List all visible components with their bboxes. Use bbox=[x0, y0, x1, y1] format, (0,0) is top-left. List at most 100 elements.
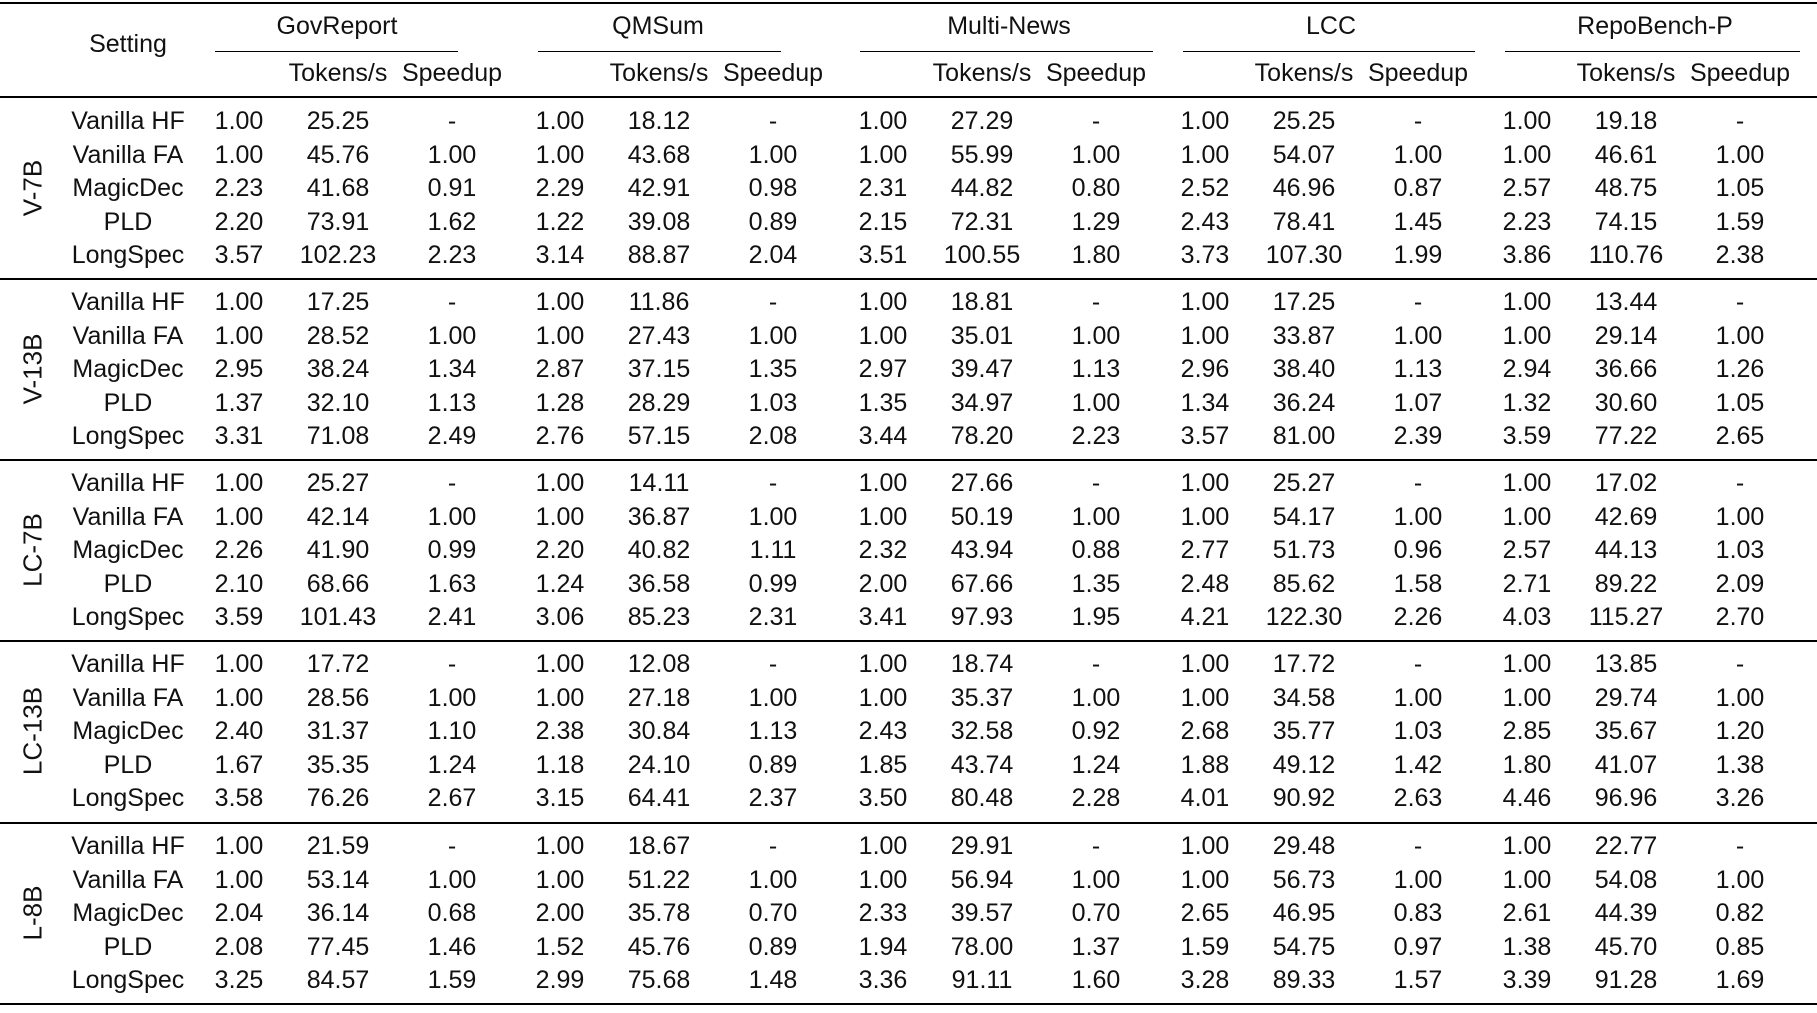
ratio-value: 3.28 bbox=[1180, 966, 1230, 995]
ratio-value: 1.00 bbox=[535, 321, 585, 350]
tokens-value: 31.37 bbox=[306, 717, 370, 746]
speedup-value: - bbox=[1413, 832, 1423, 860]
speedup-value: 1.00 bbox=[1393, 683, 1443, 712]
setting-name: Vanilla HF bbox=[71, 650, 185, 678]
model-group-label: V-7B bbox=[17, 160, 48, 217]
setting-name: PLD bbox=[103, 750, 153, 779]
ratio-value: 2.77 bbox=[1180, 536, 1230, 565]
speedup-value: 2.31 bbox=[748, 603, 798, 632]
ratio-value: 1.00 bbox=[858, 650, 908, 678]
speedup-value: 0.82 bbox=[1715, 899, 1765, 928]
tokens-value: 76.26 bbox=[306, 784, 370, 813]
ratio-value: 1.35 bbox=[858, 388, 908, 417]
tokens-value: 100.55 bbox=[943, 241, 1021, 270]
group-separator-0 bbox=[0, 278, 1817, 280]
ratio-value: 2.68 bbox=[1180, 717, 1230, 746]
speedup-value: 1.80 bbox=[1071, 241, 1121, 270]
tokens-value: 34.97 bbox=[950, 388, 1014, 417]
tokens-value: 89.22 bbox=[1594, 569, 1658, 598]
speedup-header: Speedup bbox=[1367, 59, 1469, 87]
ratio-value: 1.88 bbox=[1180, 750, 1230, 779]
speedup-value: 1.35 bbox=[1071, 569, 1121, 598]
ratio-value: 2.48 bbox=[1180, 569, 1230, 598]
ratio-value: 3.59 bbox=[1502, 422, 1552, 451]
tokens-value: 17.72 bbox=[1272, 650, 1336, 678]
speedup-value: 1.99 bbox=[1393, 241, 1443, 270]
speedup-value: 1.07 bbox=[1393, 388, 1443, 417]
ratio-value: 1.00 bbox=[858, 832, 908, 860]
tokens-value: 29.14 bbox=[1594, 321, 1658, 350]
speedup-value: - bbox=[1735, 288, 1745, 316]
speedup-value: - bbox=[1413, 650, 1423, 678]
speedup-value: 1.13 bbox=[748, 717, 798, 746]
ratio-value: 3.57 bbox=[214, 241, 264, 270]
ratio-value: 1.00 bbox=[214, 650, 264, 678]
tokens-value: 85.62 bbox=[1272, 569, 1336, 598]
tokens-value: 51.22 bbox=[627, 865, 691, 894]
speedup-value: 0.89 bbox=[748, 750, 798, 779]
setting-name: LongSpec bbox=[71, 784, 185, 813]
tokens-value: 67.66 bbox=[950, 569, 1014, 598]
speedup-value: 1.00 bbox=[427, 502, 477, 531]
setting-name: Vanilla FA bbox=[72, 683, 184, 712]
speedup-value: 0.89 bbox=[748, 207, 798, 236]
tokens-value: 27.66 bbox=[950, 469, 1014, 497]
ratio-value: 1.00 bbox=[214, 107, 264, 135]
tokens-value: 49.12 bbox=[1272, 750, 1336, 779]
ratio-value: 2.43 bbox=[858, 717, 908, 746]
tokens-value: 101.43 bbox=[299, 603, 377, 632]
speedup-value: 2.41 bbox=[427, 603, 477, 632]
tokens-value: 46.96 bbox=[1272, 174, 1336, 203]
tokens-value: 17.25 bbox=[1272, 288, 1336, 316]
tokens-value: 17.02 bbox=[1594, 469, 1658, 497]
tokens-value: 78.41 bbox=[1272, 207, 1336, 236]
speedup-value: 1.13 bbox=[1393, 355, 1443, 384]
tokens-value: 102.23 bbox=[299, 241, 377, 270]
ratio-value: 1.00 bbox=[214, 469, 264, 497]
speedup-value: 1.00 bbox=[1715, 502, 1765, 531]
ratio-value: 2.85 bbox=[1502, 717, 1552, 746]
tokens-value: 35.01 bbox=[950, 321, 1014, 350]
speedup-value: 1.37 bbox=[1071, 932, 1121, 961]
speedup-value: 1.59 bbox=[427, 966, 477, 995]
speedup-value: 0.85 bbox=[1715, 932, 1765, 961]
tokens-value: 28.56 bbox=[306, 683, 370, 712]
tokens-value: 43.94 bbox=[950, 536, 1014, 565]
tokens-value: 56.94 bbox=[950, 865, 1014, 894]
tokens-value: 77.22 bbox=[1594, 422, 1658, 451]
setting-name: LongSpec bbox=[71, 241, 185, 270]
ratio-value: 1.00 bbox=[1180, 683, 1230, 712]
tokens-value: 36.58 bbox=[627, 569, 691, 598]
ratio-value: 1.00 bbox=[535, 469, 585, 497]
speedup-value: - bbox=[768, 107, 778, 135]
tokens-value: 81.00 bbox=[1272, 422, 1336, 451]
speedup-value: - bbox=[1091, 469, 1101, 497]
setting-name: MagicDec bbox=[72, 174, 184, 203]
speedup-value: 2.23 bbox=[427, 241, 477, 270]
ratio-value: 1.00 bbox=[214, 288, 264, 316]
tokens-value: 27.43 bbox=[627, 321, 691, 350]
speedup-value: 1.60 bbox=[1071, 966, 1121, 995]
tokens-value: 34.58 bbox=[1272, 683, 1336, 712]
tokens-per-second-header: Tokens/s bbox=[1576, 59, 1676, 87]
ratio-value: 3.31 bbox=[214, 422, 264, 451]
ratio-value: 1.00 bbox=[1180, 140, 1230, 169]
speedup-value: 1.26 bbox=[1715, 355, 1765, 384]
model-group-label: V-13B bbox=[17, 333, 48, 405]
speedup-value: 1.29 bbox=[1071, 207, 1121, 236]
speedup-header: Speedup bbox=[1045, 59, 1147, 87]
tokens-value: 39.57 bbox=[950, 899, 1014, 928]
ratio-value: 2.52 bbox=[1180, 174, 1230, 203]
ratio-value: 1.94 bbox=[858, 932, 908, 961]
ratio-value: 1.00 bbox=[1502, 321, 1552, 350]
tokens-value: 37.15 bbox=[627, 355, 691, 384]
ratio-value: 2.15 bbox=[858, 207, 908, 236]
ratio-value: 1.85 bbox=[858, 750, 908, 779]
ratio-value: 1.59 bbox=[1180, 932, 1230, 961]
setting-name: Vanilla FA bbox=[72, 865, 184, 894]
ratio-value: 4.01 bbox=[1180, 784, 1230, 813]
tokens-value: 32.10 bbox=[306, 388, 370, 417]
speedup-value: 1.34 bbox=[427, 355, 477, 384]
speedup-value: 1.00 bbox=[1393, 321, 1443, 350]
speedup-value: 1.03 bbox=[748, 388, 798, 417]
